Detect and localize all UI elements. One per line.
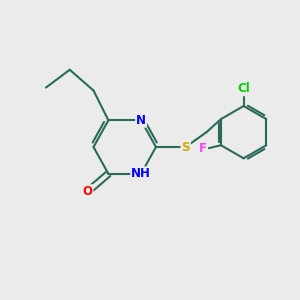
Text: O: O xyxy=(82,185,93,198)
Text: S: S xyxy=(182,140,190,154)
Text: Cl: Cl xyxy=(237,82,250,95)
Text: NH: NH xyxy=(131,167,151,180)
Text: N: N xyxy=(136,114,146,127)
Text: F: F xyxy=(199,142,207,155)
